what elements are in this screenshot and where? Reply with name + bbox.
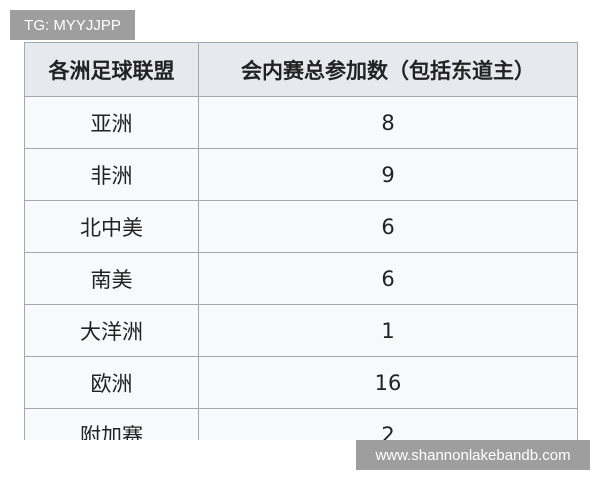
table-row: 亚洲 8 [24,96,578,149]
count-cell: 6 [198,252,578,305]
confederation-cell: 亚洲 [24,96,199,149]
table-row: 非洲 9 [24,148,578,201]
count-cell: 8 [198,96,578,149]
header-total-participants: 会内赛总参加数（包括东道主） [198,42,578,97]
table-row: 北中美 6 [24,200,578,253]
header-confederation: 各洲足球联盟 [24,42,199,97]
table-row: 欧洲 16 [24,356,578,409]
count-cell: 2 [198,408,578,440]
confederation-table-container: 各洲足球联盟 会内赛总参加数（包括东道主） 亚洲 8 非洲 9 北中美 6 南美 6 大洋洲 1 欧… [24,42,578,440]
table-row: 南美 6 [24,252,578,305]
confederation-cell: 欧洲 [24,356,199,409]
table-header-row: 各洲足球联盟 会内赛总参加数（包括东道主） [24,42,578,97]
confederation-cell: 北中美 [24,200,199,253]
count-cell: 6 [198,200,578,253]
confederation-cell: 附加赛 [24,408,199,440]
count-cell: 9 [198,148,578,201]
count-cell: 1 [198,304,578,357]
confederation-table: 各洲足球联盟 会内赛总参加数（包括东道主） 亚洲 8 非洲 9 北中美 6 南美 6 大洋洲 1 欧… [24,42,578,440]
table-row: 附加赛 2 [24,408,578,440]
confederation-cell: 非洲 [24,148,199,201]
watermark-top: TG: MYYJJPP [10,10,135,40]
confederation-cell: 大洋洲 [24,304,199,357]
watermark-bottom: www.shannonlakebandb.com [356,440,590,470]
table-row: 大洋洲 1 [24,304,578,357]
count-cell: 16 [198,356,578,409]
confederation-cell: 南美 [24,252,199,305]
